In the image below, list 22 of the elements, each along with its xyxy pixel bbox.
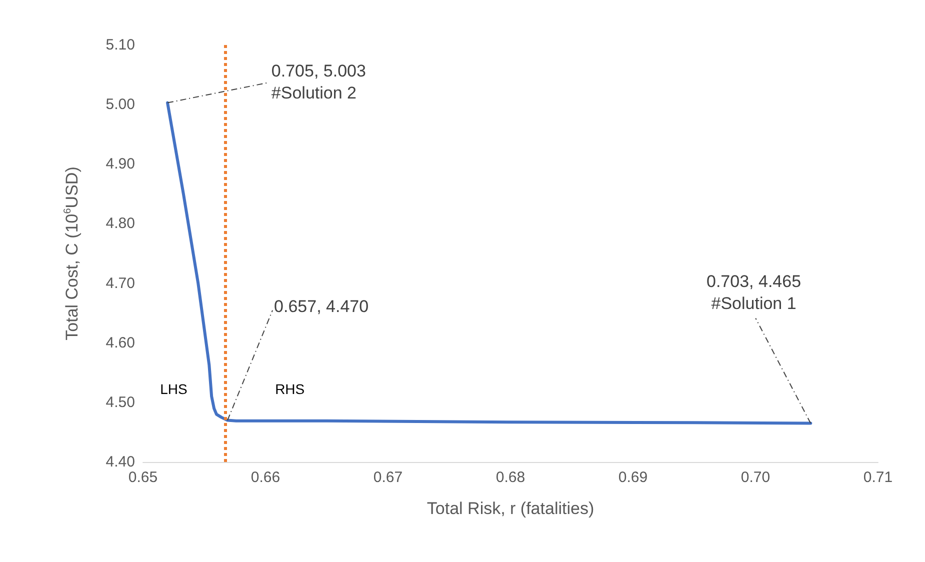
y-tick-label: 4.40: [106, 454, 135, 470]
y-axis-title: Total Cost, C (106USD): [62, 166, 82, 340]
y-tick-label: 4.50: [106, 394, 135, 411]
annotation: 0.657, 4.470: [274, 297, 369, 316]
y-tick-label: 5.00: [106, 96, 135, 114]
x-tick-label: 0.70: [740, 469, 770, 486]
annotation: 0.705, 5.003 #Solution 2: [271, 62, 366, 102]
x-tick-label: 0.71: [863, 469, 893, 486]
y-tick-label: 4.70: [106, 274, 135, 292]
x-tick-label: 0.66: [250, 469, 280, 486]
y-tick-label: 4.60: [106, 334, 135, 352]
x-tick-label: 0.65: [128, 469, 158, 486]
annotation: 0.703, 4.465 #Solution 1: [706, 272, 802, 314]
x-tick-label: 0.67: [373, 469, 403, 486]
x-tick-label: 0.68: [496, 469, 526, 486]
y-tick-label: 5.10: [106, 36, 135, 54]
annotation: LHS: [160, 381, 188, 397]
y-tick-label: 4.80: [106, 215, 135, 232]
y-tick-label: 4.90: [106, 156, 135, 173]
x-axis-title: Total Risk, r (fatalities): [426, 499, 594, 518]
x-tick-label: 0.69: [618, 469, 648, 486]
annotation: RHS: [275, 381, 305, 397]
